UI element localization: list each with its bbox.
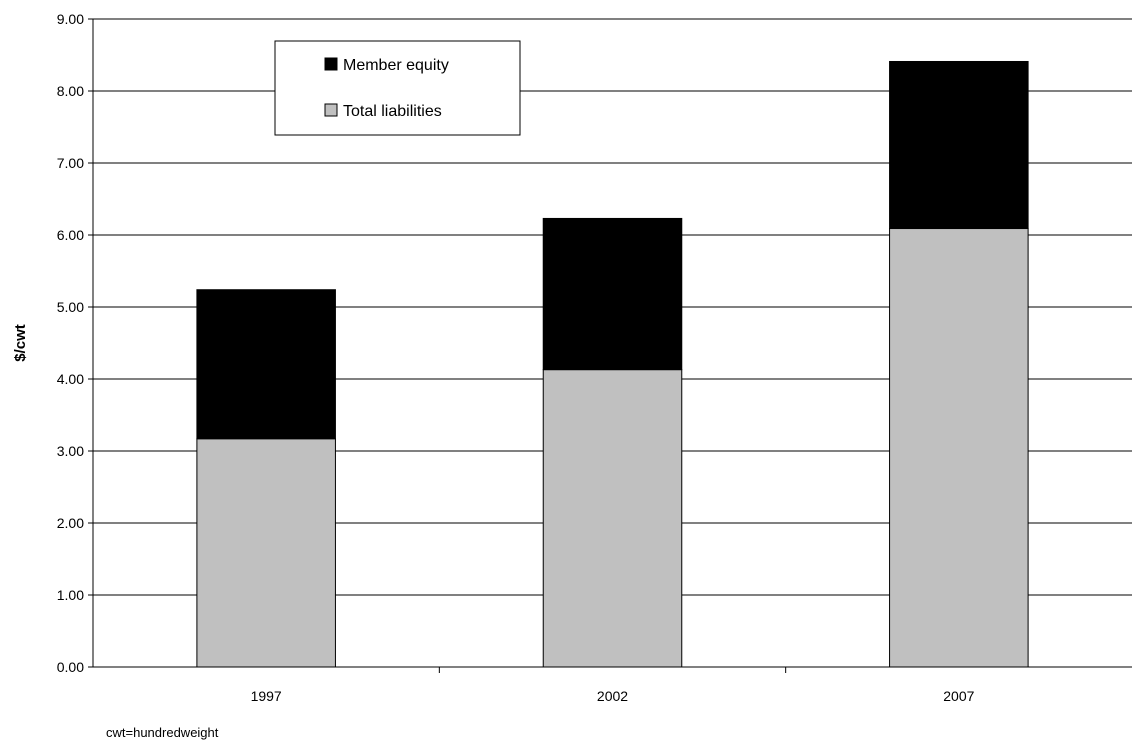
legend-label-total-liabilities: Total liabilities bbox=[343, 103, 442, 120]
bar-total-liabilities-1997 bbox=[196, 438, 336, 668]
x-tick-label: 2002 bbox=[597, 688, 628, 704]
x-tick-label: 1997 bbox=[251, 688, 282, 704]
y-tick-label: 9.00 bbox=[57, 11, 84, 27]
legend-box bbox=[274, 40, 521, 136]
bar-total-liabilities-2002 bbox=[542, 369, 683, 668]
y-tick-label: 5.00 bbox=[57, 299, 84, 315]
footnote: cwt=hundredweight bbox=[106, 725, 219, 740]
legend: Member equity Total liabilities bbox=[274, 40, 521, 136]
y-tick-label: 6.00 bbox=[57, 227, 84, 243]
bar-member-equity-1997 bbox=[196, 289, 336, 440]
y-tick-labels: 0.00 1.00 2.00 3.00 4.00 5.00 6.00 7.00 8.00 9.00 bbox=[57, 11, 84, 675]
y-tick-label: 7.00 bbox=[57, 155, 84, 171]
legend-swatch-member-equity bbox=[324, 57, 338, 71]
legend-label-member-equity: Member equity bbox=[343, 57, 449, 74]
y-tick-label: 3.00 bbox=[57, 443, 84, 459]
y-tick-label: 0.00 bbox=[57, 659, 84, 675]
y-tick-label: 4.00 bbox=[57, 371, 84, 387]
y-tick-label: 2.00 bbox=[57, 515, 84, 531]
y-axis-title: $/cwt bbox=[12, 324, 29, 362]
y-tick-label: 1.00 bbox=[57, 587, 84, 603]
x-tick-labels: 1997 2002 2007 bbox=[251, 667, 975, 704]
bar-member-equity-2002 bbox=[542, 217, 683, 371]
x-tick-label: 2007 bbox=[943, 688, 974, 704]
y-tick-label: 8.00 bbox=[57, 83, 84, 99]
bar-total-liabilities-2007 bbox=[889, 228, 1029, 668]
bars bbox=[196, 60, 1029, 668]
axes bbox=[92, 19, 1132, 668]
legend-swatch-total-liabilities bbox=[324, 103, 338, 117]
bar-member-equity-2007 bbox=[889, 60, 1029, 230]
